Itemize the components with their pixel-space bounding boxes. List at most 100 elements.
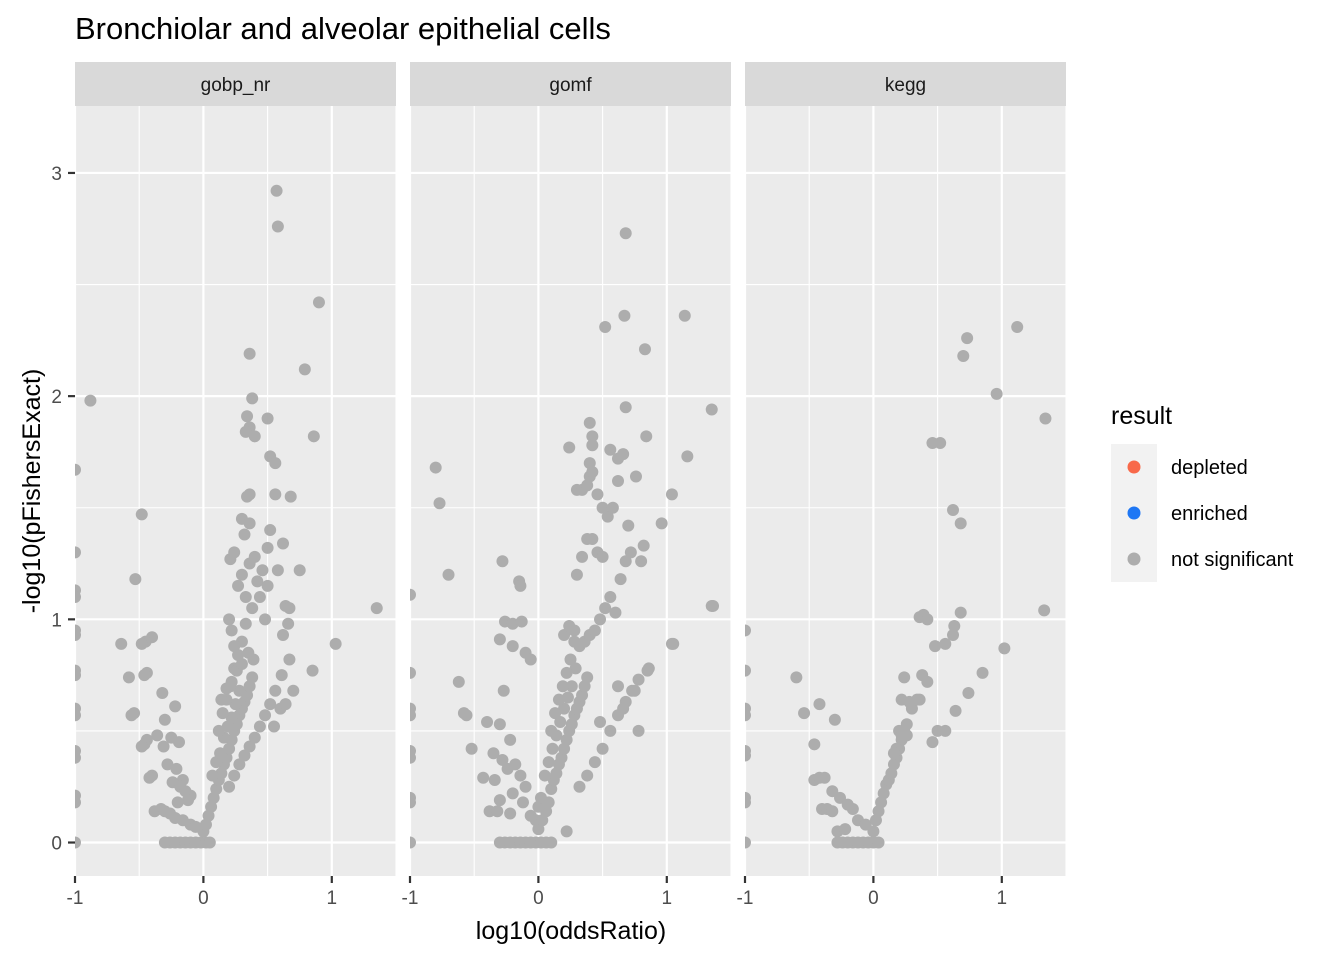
data-point xyxy=(560,825,573,838)
data-point xyxy=(601,510,614,523)
data-point xyxy=(586,439,599,452)
data-point xyxy=(519,780,532,793)
facet-strip-label: kegg xyxy=(885,75,926,96)
y-tick-label: 2 xyxy=(51,387,62,408)
data-point xyxy=(872,836,885,849)
data-point xyxy=(581,769,594,782)
data-point xyxy=(681,450,694,463)
data-point xyxy=(239,425,252,438)
data-point xyxy=(261,412,274,425)
data-point xyxy=(115,637,128,650)
data-point xyxy=(243,740,256,753)
facet-strip xyxy=(410,62,731,106)
data-point xyxy=(898,671,911,684)
y-tick-label: 0 xyxy=(51,834,62,855)
data-point xyxy=(549,707,562,720)
data-point xyxy=(271,564,284,577)
data-point xyxy=(253,720,266,733)
data-point xyxy=(170,762,183,775)
data-point xyxy=(516,796,529,809)
data-point xyxy=(745,664,751,677)
data-point xyxy=(524,653,537,666)
data-point xyxy=(504,733,517,746)
data-point xyxy=(496,753,509,766)
data-point xyxy=(181,794,194,807)
data-point xyxy=(465,742,478,755)
data-point xyxy=(223,780,236,793)
data-point xyxy=(588,756,601,769)
data-points xyxy=(75,184,383,849)
data-point xyxy=(954,517,967,530)
data-point xyxy=(640,430,653,443)
data-point xyxy=(1039,412,1052,425)
data-point xyxy=(619,401,632,414)
facet-strip xyxy=(75,62,396,106)
data-point xyxy=(228,640,241,653)
data-point xyxy=(594,716,607,728)
data-point xyxy=(228,546,241,559)
data-point xyxy=(998,642,1011,655)
facet-panel-gomf: gomf -1 0 1 xyxy=(402,62,743,909)
data-point xyxy=(306,664,319,677)
data-point xyxy=(839,823,852,836)
facet-strip-label: gomf xyxy=(549,75,592,96)
data-point xyxy=(246,392,259,405)
data-point xyxy=(596,550,609,563)
data-point xyxy=(268,720,281,733)
data-point xyxy=(628,684,641,697)
data-point xyxy=(545,836,558,849)
data-point xyxy=(215,693,228,706)
data-point xyxy=(506,787,519,800)
data-point xyxy=(122,671,135,684)
data-points xyxy=(410,154,743,849)
data-point xyxy=(705,403,718,416)
data-point xyxy=(545,724,558,737)
y-axis-title: -log10(pFishersExact) xyxy=(18,369,46,614)
data-point xyxy=(279,698,292,711)
data-point xyxy=(506,640,519,653)
data-point xyxy=(247,653,260,666)
data-point xyxy=(962,686,975,699)
y-tick-label: 3 xyxy=(51,164,62,185)
data-point xyxy=(619,555,632,568)
data-point xyxy=(586,532,599,545)
data-point xyxy=(275,669,288,682)
data-point xyxy=(261,541,274,554)
facet-panel-background xyxy=(410,106,731,876)
facet-panel-kegg: kegg -1 0 1 xyxy=(737,62,1067,909)
data-point xyxy=(949,704,962,717)
legend-label: depleted xyxy=(1171,457,1248,479)
data-point xyxy=(452,675,465,688)
data-points xyxy=(745,320,1052,849)
data-point xyxy=(632,724,645,737)
data-point xyxy=(239,591,252,604)
data-point xyxy=(156,686,169,699)
data-point xyxy=(135,740,148,753)
data-point xyxy=(410,796,416,809)
data-point xyxy=(277,628,290,641)
data-point xyxy=(410,666,416,679)
data-point xyxy=(921,675,934,688)
data-point xyxy=(75,546,81,559)
data-point xyxy=(216,707,229,720)
data-point xyxy=(581,671,594,684)
data-point xyxy=(790,671,803,684)
data-point xyxy=(552,693,565,706)
x-tick-label: -1 xyxy=(737,888,754,909)
data-point xyxy=(731,154,743,166)
data-point xyxy=(75,796,81,809)
data-point xyxy=(826,805,839,818)
data-point xyxy=(235,657,248,670)
data-point xyxy=(251,575,264,588)
data-point xyxy=(538,769,551,782)
data-point xyxy=(609,606,622,619)
data-point xyxy=(312,296,325,309)
facet-panel-background xyxy=(75,106,396,876)
data-point xyxy=(269,457,282,470)
data-point xyxy=(903,695,916,708)
data-point xyxy=(954,606,967,619)
data-point xyxy=(129,573,142,586)
data-point xyxy=(563,441,576,454)
data-point xyxy=(546,742,559,755)
